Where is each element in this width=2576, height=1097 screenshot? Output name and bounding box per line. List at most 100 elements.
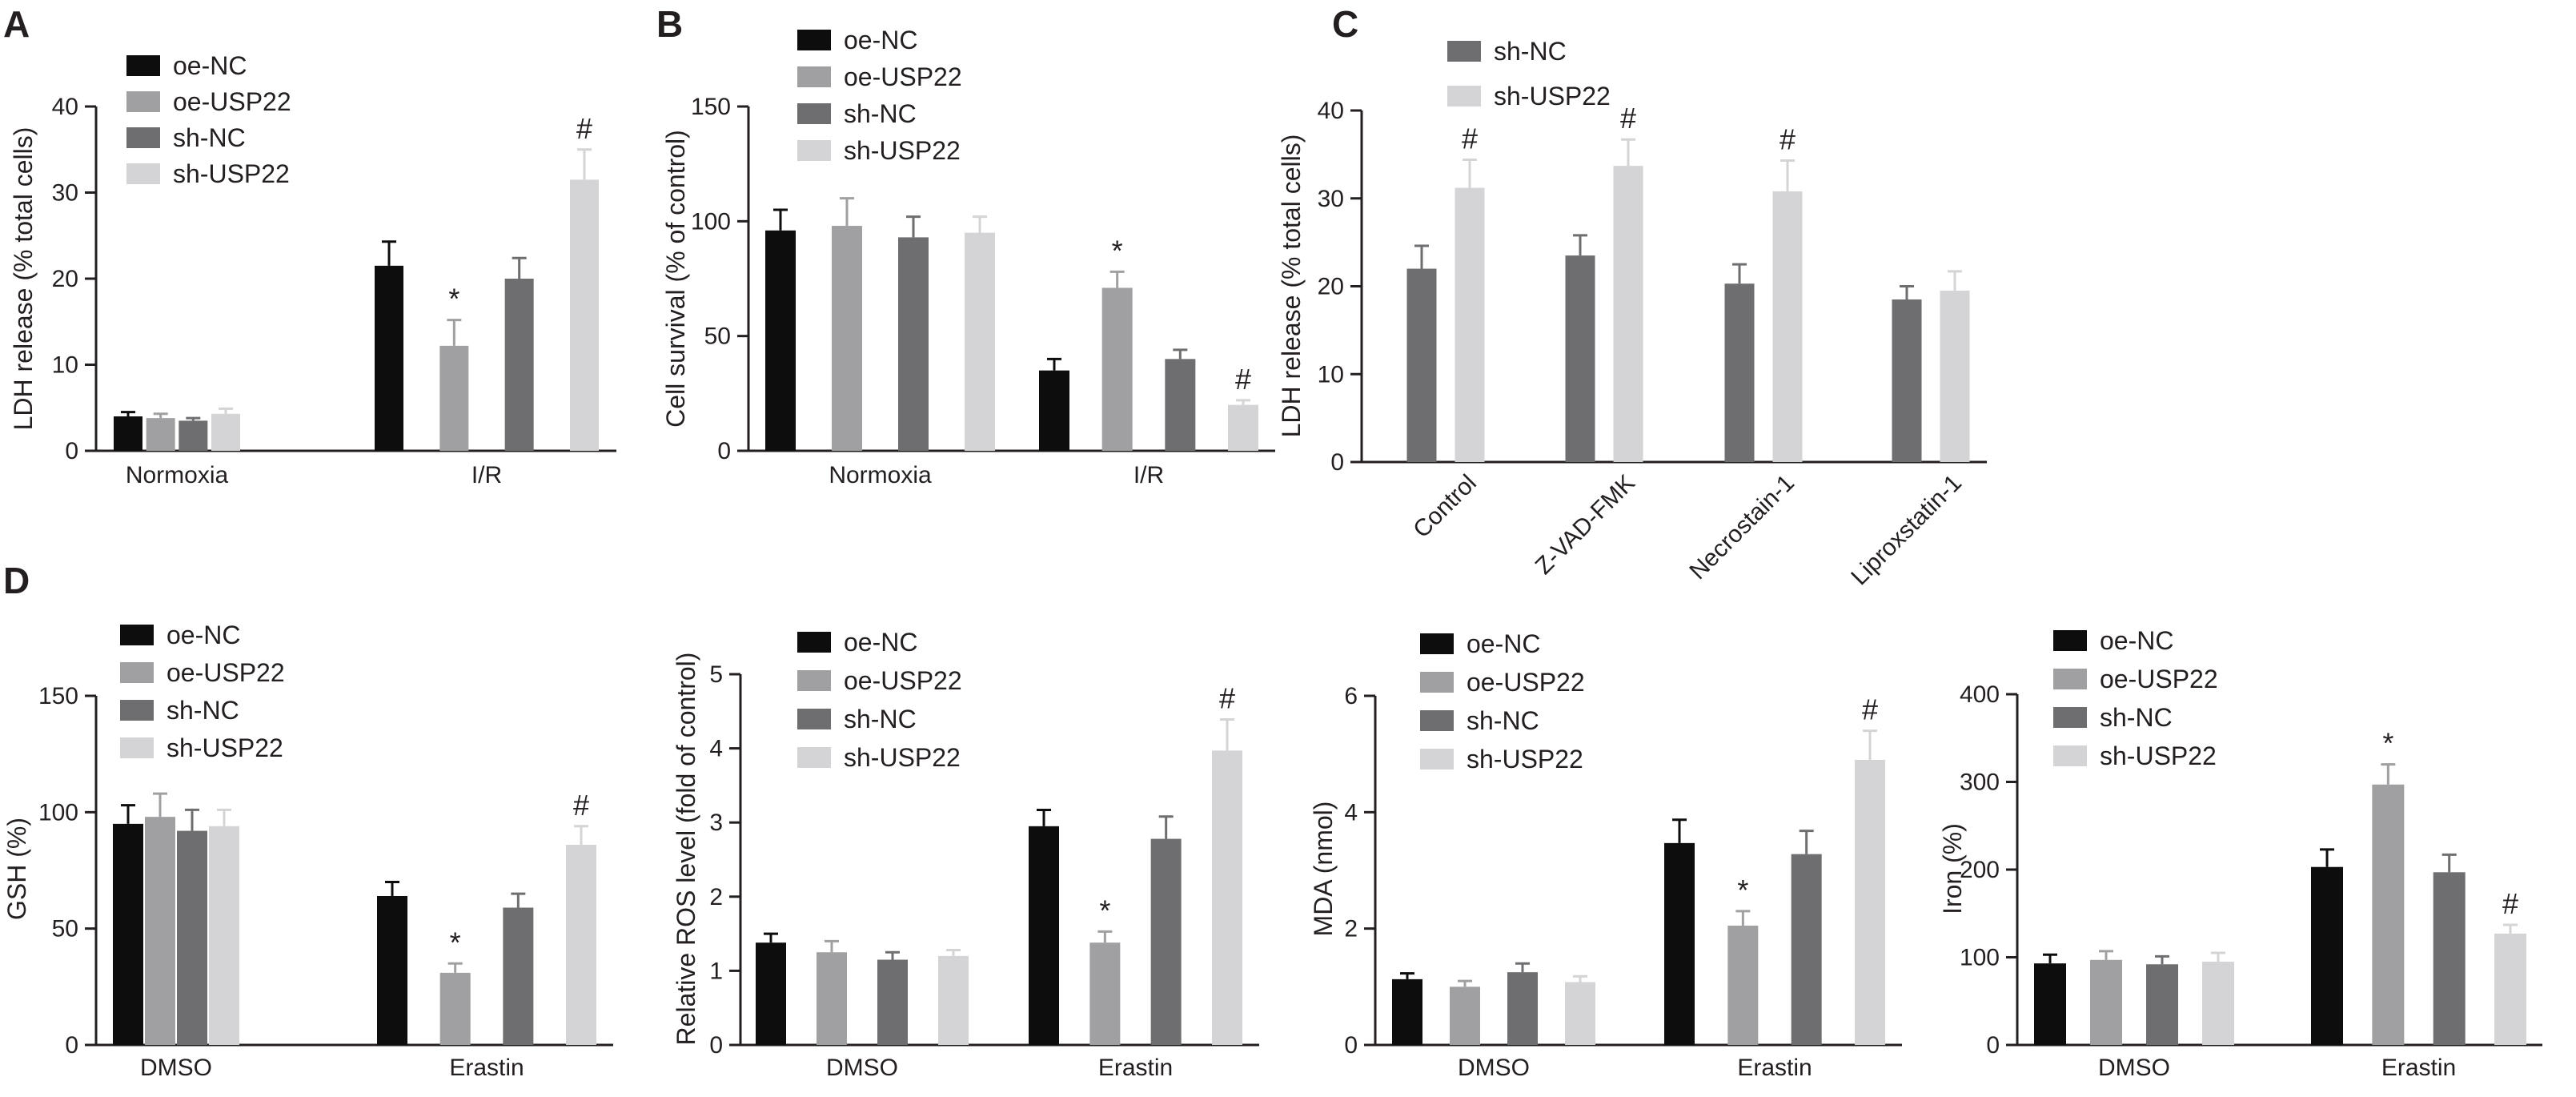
y-tick-label: 30 — [52, 180, 78, 207]
y-axis-label: Relative ROS level (fold of control) — [672, 653, 700, 1046]
legend-swatch-sh-nc — [797, 103, 831, 124]
y-tick-label: 2 — [709, 884, 723, 910]
y-tick-label: 100 — [691, 208, 731, 235]
bar-oe-usp22-erastin — [2372, 784, 2405, 1045]
significance-hash: # — [1235, 363, 1251, 396]
bar-sh-nc-i-r — [1165, 359, 1196, 451]
legend-label-sh-nc: sh-NC — [167, 696, 239, 725]
legend-swatch-sh-usp22 — [1447, 86, 1481, 106]
y-tick-label: 50 — [704, 323, 731, 350]
bar-sh-nc-z-vad-fmk — [1565, 255, 1595, 462]
legend-label-oe-nc: oe-NC — [844, 628, 917, 657]
x-category-label: Control — [1408, 470, 1482, 544]
bar-oe-usp22-i-r — [1101, 287, 1133, 451]
legend-swatch-sh-nc — [2053, 707, 2087, 728]
bar-sh-usp22-normoxia — [965, 232, 995, 451]
panel-letter: A — [3, 3, 30, 45]
x-category-label: DMSO — [1458, 1055, 1530, 1081]
bar-sh-usp22-i-r — [1228, 404, 1258, 451]
y-tick-label: 20 — [52, 266, 78, 292]
bar-oe-nc-erastin — [1664, 842, 1695, 1045]
y-tick-label: 20 — [1318, 274, 1344, 300]
significance-asterisk: * — [448, 283, 459, 315]
legend-label-oe-usp22: oe-USP22 — [844, 62, 962, 91]
significance-asterisk: * — [2382, 727, 2393, 760]
legend-swatch-oe-nc — [2053, 630, 2087, 651]
bar-oe-usp22-dmso — [145, 817, 175, 1045]
bar-oe-usp22-dmso — [1450, 986, 1480, 1045]
y-tick-label: 0 — [1986, 1032, 2000, 1059]
y-tick-label: 4 — [709, 736, 723, 762]
legend-label-sh-nc: sh-NC — [1467, 706, 1539, 735]
legend-label-sh-nc: sh-NC — [2100, 703, 2173, 732]
bar-oe-nc-dmso — [113, 823, 143, 1045]
bar-sh-usp22-dmso — [209, 826, 239, 1045]
legend-swatch-sh-usp22 — [120, 737, 154, 758]
legend-swatch-oe-nc — [1420, 633, 1454, 654]
x-category-label: Normoxia — [126, 462, 229, 488]
bar-sh-nc-erastin — [503, 907, 534, 1045]
legend-swatch-sh-usp22 — [126, 163, 160, 184]
bar-sh-nc-liproxstatin-1 — [1892, 299, 1922, 462]
x-category-label: DMSO — [140, 1055, 212, 1081]
x-category-label: Erastin — [1737, 1055, 1812, 1081]
legend-swatch-sh-usp22 — [2053, 745, 2087, 766]
bar-oe-usp22-normoxia — [146, 418, 175, 451]
y-tick-label: 4 — [1344, 799, 1358, 826]
y-tick-label: 0 — [1344, 1032, 1358, 1059]
x-category-label: Liproxstatin-1 — [1846, 470, 1967, 591]
legend-swatch-oe-usp22 — [1420, 672, 1454, 693]
bar-sh-usp22-dmso — [938, 955, 969, 1045]
bar-sh-nc-erastin — [1150, 838, 1182, 1045]
bar-sh-usp22-erastin — [1855, 759, 1885, 1045]
legend-swatch-sh-nc — [120, 700, 154, 721]
significance-hash: # — [1620, 102, 1636, 135]
legend-swatch-oe-usp22 — [120, 662, 154, 683]
chart-panel-1: A 0 10 20 30 40 LDH release (% total cells) Nor… — [3, 3, 616, 488]
y-tick-label: 150 — [38, 683, 78, 709]
y-tick-label: 1 — [709, 958, 723, 984]
legend-swatch-oe-usp22 — [797, 66, 831, 87]
bar-oe-nc-dmso — [2034, 963, 2066, 1045]
y-axis-label: GSH (%) — [2, 818, 31, 920]
panel-letter: C — [1332, 3, 1358, 45]
bar-sh-nc-dmso — [1507, 972, 1538, 1045]
x-category-label: Necrostain-1 — [1684, 470, 1800, 585]
legend-swatch-oe-usp22 — [2053, 669, 2087, 689]
chart-panel-5: 0 1 2 3 4 5 Relative ROS level (fold of contro… — [672, 628, 1259, 1081]
legend-swatch-sh-usp22 — [797, 140, 831, 161]
legend-swatch-oe-nc — [797, 30, 831, 50]
y-tick-label: 2 — [1344, 916, 1358, 942]
bar-sh-usp22-normoxia — [211, 413, 240, 451]
legend-label-oe-usp22: oe-USP22 — [1467, 668, 1585, 697]
bar-sh-nc-dmso — [2146, 964, 2178, 1045]
legend-swatch-sh-nc — [126, 127, 160, 148]
y-axis-label: Cell survival (% of control) — [661, 130, 690, 428]
significance-asterisk: * — [1112, 234, 1123, 267]
chart-panel-4: D 0 50 100 150 GSH (%) DMSO * # Erastin oe-NC oe-US… — [2, 560, 613, 1081]
x-category-label: Erastin — [1098, 1055, 1173, 1081]
y-tick-label: 30 — [1318, 186, 1344, 212]
legend-label-oe-nc: oe-NC — [1467, 629, 1540, 658]
bar-oe-usp22-normoxia — [832, 226, 862, 451]
y-tick-label: 200 — [1960, 857, 2000, 883]
significance-asterisk: * — [450, 926, 461, 958]
legend-label-oe-usp22: oe-USP22 — [2100, 665, 2218, 693]
bar-oe-nc-erastin — [377, 895, 407, 1045]
legend-swatch-sh-nc — [797, 709, 831, 729]
y-tick-label: 0 — [709, 1032, 723, 1059]
bar-sh-usp22-erastin — [566, 845, 596, 1045]
legend-swatch-oe-nc — [797, 632, 831, 653]
chart-panel-3: C 0 10 20 30 40 LDH release (% total cells) # Co… — [1277, 3, 1987, 590]
y-tick-label: 10 — [1318, 361, 1344, 388]
significance-hash: # — [576, 112, 592, 145]
bar-sh-usp22-erastin — [1212, 750, 1242, 1045]
legend-label-sh-nc: sh-NC — [1494, 37, 1567, 66]
bar-oe-nc-i-r — [375, 265, 403, 451]
bar-oe-nc-normoxia — [765, 230, 796, 451]
legend-label-sh-usp22: sh-USP22 — [173, 159, 290, 188]
panel-letter: B — [656, 3, 683, 45]
y-tick-label: 400 — [1960, 681, 2000, 708]
x-category-label: DMSO — [826, 1055, 898, 1081]
